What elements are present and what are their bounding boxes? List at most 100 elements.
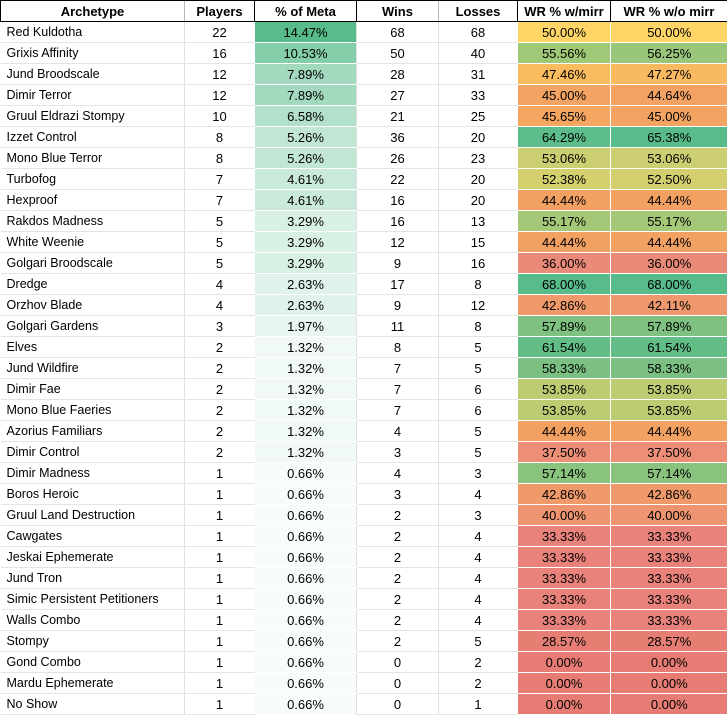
archetype-cell: Hexproof [1,190,185,211]
archetype-cell: Turbofog [1,169,185,190]
losses-cell: 68 [439,22,518,43]
wins-cell: 2 [357,505,439,526]
meta-share-cell: 4.61% [255,190,357,211]
losses-cell: 20 [439,190,518,211]
winrate-without-mirror-cell: 33.33% [611,589,727,610]
meta-share-cell: 10.53% [255,43,357,64]
winrate-without-mirror-cell: 0.00% [611,673,727,694]
losses-cell: 8 [439,274,518,295]
meta-share-cell: 0.66% [255,652,357,673]
losses-cell: 15 [439,232,518,253]
wins-cell: 2 [357,610,439,631]
archetype-cell: Jund Wildfire [1,358,185,379]
winrate-with-mirror-cell: 0.00% [518,673,611,694]
winrate-without-mirror-cell: 40.00% [611,505,727,526]
wins-cell: 17 [357,274,439,295]
meta-share-cell: 1.32% [255,379,357,400]
wins-cell: 0 [357,694,439,715]
wins-cell: 2 [357,589,439,610]
losses-cell: 4 [439,568,518,589]
losses-cell: 5 [439,358,518,379]
winrate-with-mirror-cell: 53.85% [518,400,611,421]
archetype-cell: Golgari Broodscale [1,253,185,274]
wins-cell: 22 [357,169,439,190]
winrate-with-mirror-cell: 0.00% [518,652,611,673]
meta-share-cell: 0.66% [255,505,357,526]
winrate-without-mirror-cell: 50.00% [611,22,727,43]
wins-cell: 36 [357,127,439,148]
winrate-without-mirror-cell: 52.50% [611,169,727,190]
archetype-cell: Dimir Madness [1,463,185,484]
losses-cell: 4 [439,484,518,505]
losses-cell: 40 [439,43,518,64]
wins-cell: 4 [357,421,439,442]
winrate-with-mirror-cell: 40.00% [518,505,611,526]
winrate-with-mirror-cell: 45.00% [518,85,611,106]
archetype-cell: Mono Blue Terror [1,148,185,169]
losses-cell: 5 [439,631,518,652]
header-row: Archetype Players % of Meta Wins Losses … [1,1,727,22]
losses-cell: 4 [439,547,518,568]
losses-cell: 5 [439,337,518,358]
winrate-without-mirror-cell: 47.27% [611,64,727,85]
winrate-with-mirror-cell: 53.06% [518,148,611,169]
winrate-with-mirror-cell: 53.85% [518,379,611,400]
winrate-with-mirror-cell: 42.86% [518,295,611,316]
winrate-with-mirror-cell: 55.17% [518,211,611,232]
losses-cell: 16 [439,253,518,274]
winrate-without-mirror-cell: 57.14% [611,463,727,484]
winrate-without-mirror-cell: 53.85% [611,400,727,421]
wins-cell: 9 [357,253,439,274]
meta-share-cell: 1.32% [255,400,357,421]
column-header-meta-share: % of Meta [255,1,357,22]
players-cell: 2 [185,337,255,358]
archetype-cell: Azorius Familiars [1,421,185,442]
winrate-with-mirror-cell: 45.65% [518,106,611,127]
players-cell: 8 [185,148,255,169]
wins-cell: 3 [357,442,439,463]
table-header: Archetype Players % of Meta Wins Losses … [1,1,727,22]
winrate-with-mirror-cell: 57.89% [518,316,611,337]
meta-share-cell: 0.66% [255,547,357,568]
wins-cell: 12 [357,232,439,253]
winrate-with-mirror-cell: 33.33% [518,568,611,589]
losses-cell: 25 [439,106,518,127]
losses-cell: 2 [439,673,518,694]
players-cell: 16 [185,43,255,64]
winrate-without-mirror-cell: 33.33% [611,547,727,568]
archetype-cell: Dimir Terror [1,85,185,106]
losses-cell: 13 [439,211,518,232]
players-cell: 1 [185,463,255,484]
wins-cell: 2 [357,526,439,547]
losses-cell: 5 [439,421,518,442]
wins-cell: 8 [357,337,439,358]
archetype-cell: Izzet Control [1,127,185,148]
winrate-with-mirror-cell: 61.54% [518,337,611,358]
winrate-with-mirror-cell: 57.14% [518,463,611,484]
losses-cell: 31 [439,64,518,85]
column-header-archetype: Archetype [1,1,185,22]
players-cell: 7 [185,190,255,211]
players-cell: 1 [185,484,255,505]
winrate-without-mirror-cell: 0.00% [611,694,727,715]
archetype-cell: Golgari Gardens [1,316,185,337]
players-cell: 2 [185,379,255,400]
players-cell: 1 [185,694,255,715]
wins-cell: 28 [357,64,439,85]
archetype-cell: No Show [1,694,185,715]
winrate-with-mirror-cell: 37.50% [518,442,611,463]
winrate-without-mirror-cell: 33.33% [611,610,727,631]
archetype-cell: Dimir Fae [1,379,185,400]
winrate-without-mirror-cell: 58.33% [611,358,727,379]
